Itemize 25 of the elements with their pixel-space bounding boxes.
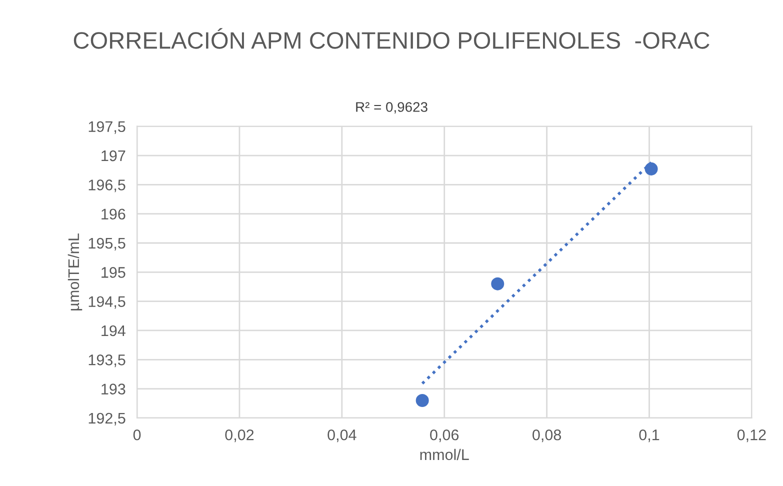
- x-tick-label: 0,02: [225, 429, 254, 442]
- y-tick-label: 197: [102, 150, 126, 162]
- y-tick-label: 196,5: [88, 180, 126, 192]
- x-tick-label: 0,1: [639, 429, 660, 442]
- x-tick-label: 0,12: [737, 429, 766, 442]
- y-tick-label: 192,5: [88, 412, 126, 426]
- y-axis-title: µmolTE/mL: [68, 233, 82, 310]
- x-tick-label: 0,08: [532, 429, 561, 442]
- y-tick-label: 196: [102, 208, 126, 220]
- x-axis-title: mmol/L: [420, 448, 469, 460]
- text: R² = 0,9623: [356, 102, 428, 114]
- y-tick-label: 193,5: [88, 354, 126, 368]
- y-tick-label: 195: [102, 267, 126, 278]
- x-tick-label: 0: [133, 429, 141, 440]
- y-tick-label: 195,5: [88, 238, 126, 250]
- chart-title: CORRELACIÓN APM CONTENIDO POLIFENOLES -ORAC: [74, 28, 710, 49]
- y-tick-label: 194,5: [88, 296, 126, 309]
- y-tick-label: 194: [102, 325, 126, 336]
- point: [491, 277, 504, 290]
- point: [416, 394, 429, 407]
- y-tick-label: 197,5: [88, 121, 126, 134]
- x-tick-label: 0,04: [328, 429, 356, 442]
- x-tick-label: 0,06: [430, 429, 459, 442]
- y-tick-label: 193: [102, 384, 126, 394]
- point: [644, 162, 658, 176]
